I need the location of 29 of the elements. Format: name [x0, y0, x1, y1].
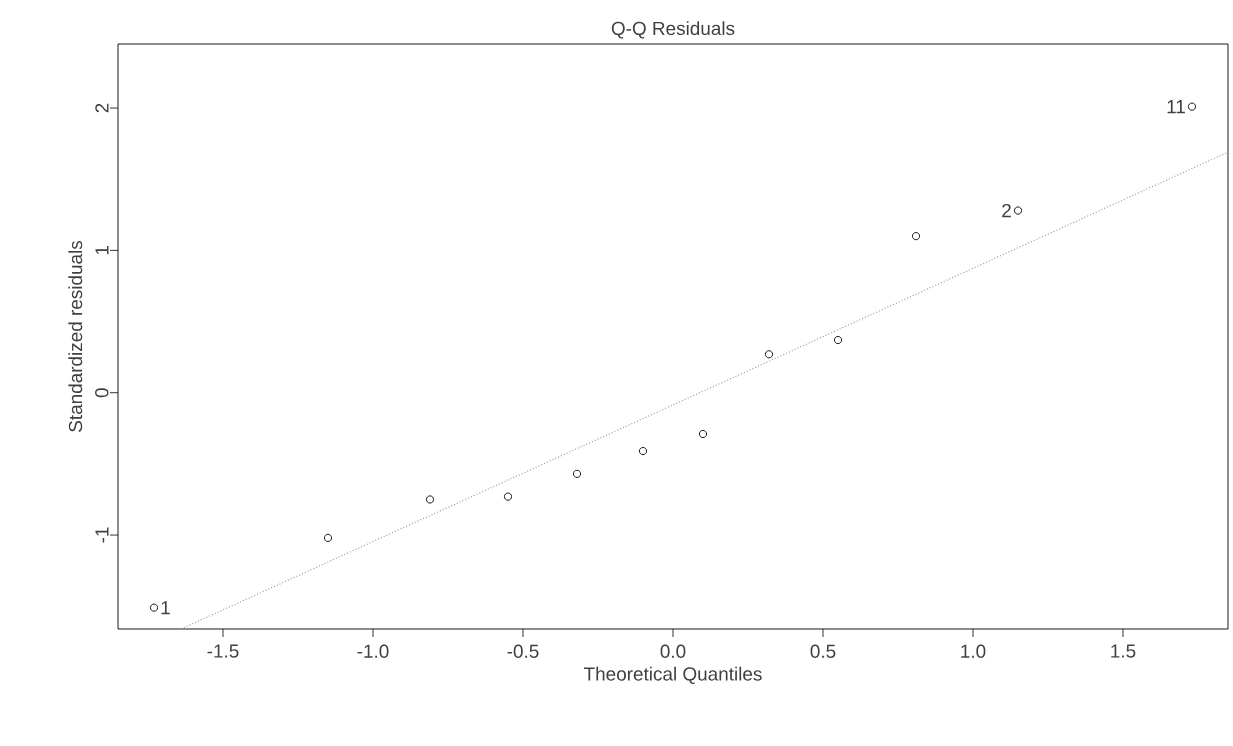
point — [425, 495, 435, 504]
x-tick-label: 1.0 — [961, 644, 986, 658]
y-tick-label: 0 — [95, 388, 109, 398]
x-tick-label: -1.5 — [207, 644, 239, 658]
point — [572, 469, 582, 478]
x-tick-label: 1.5 — [1111, 644, 1136, 658]
x-tick-label: 0.0 — [660, 644, 686, 658]
x-axis-title: Theoretical Quantiles — [583, 666, 762, 685]
annotation: 1 — [161, 601, 170, 615]
point — [503, 492, 513, 501]
x-tick-label: 0.5 — [810, 644, 836, 658]
point — [764, 350, 774, 359]
point — [149, 603, 159, 612]
y-tick-label: 1 — [95, 246, 109, 255]
point — [323, 533, 333, 542]
x-tick-label: -1.0 — [357, 644, 389, 658]
point — [638, 447, 648, 456]
x-tick-label: -0.5 — [507, 644, 539, 658]
chart-title: Q-Q Residuals — [611, 21, 735, 39]
y-tick-label: -1 — [95, 527, 109, 543]
point — [698, 429, 708, 439]
point — [911, 232, 921, 241]
annotation: 11 — [1167, 100, 1185, 114]
annotation: 2 — [1002, 203, 1011, 218]
y-axis-title: Standardized residuals — [68, 240, 83, 432]
point — [1187, 102, 1197, 111]
y-tick-label: 2 — [95, 103, 109, 113]
point — [1013, 206, 1023, 215]
point — [833, 336, 843, 345]
